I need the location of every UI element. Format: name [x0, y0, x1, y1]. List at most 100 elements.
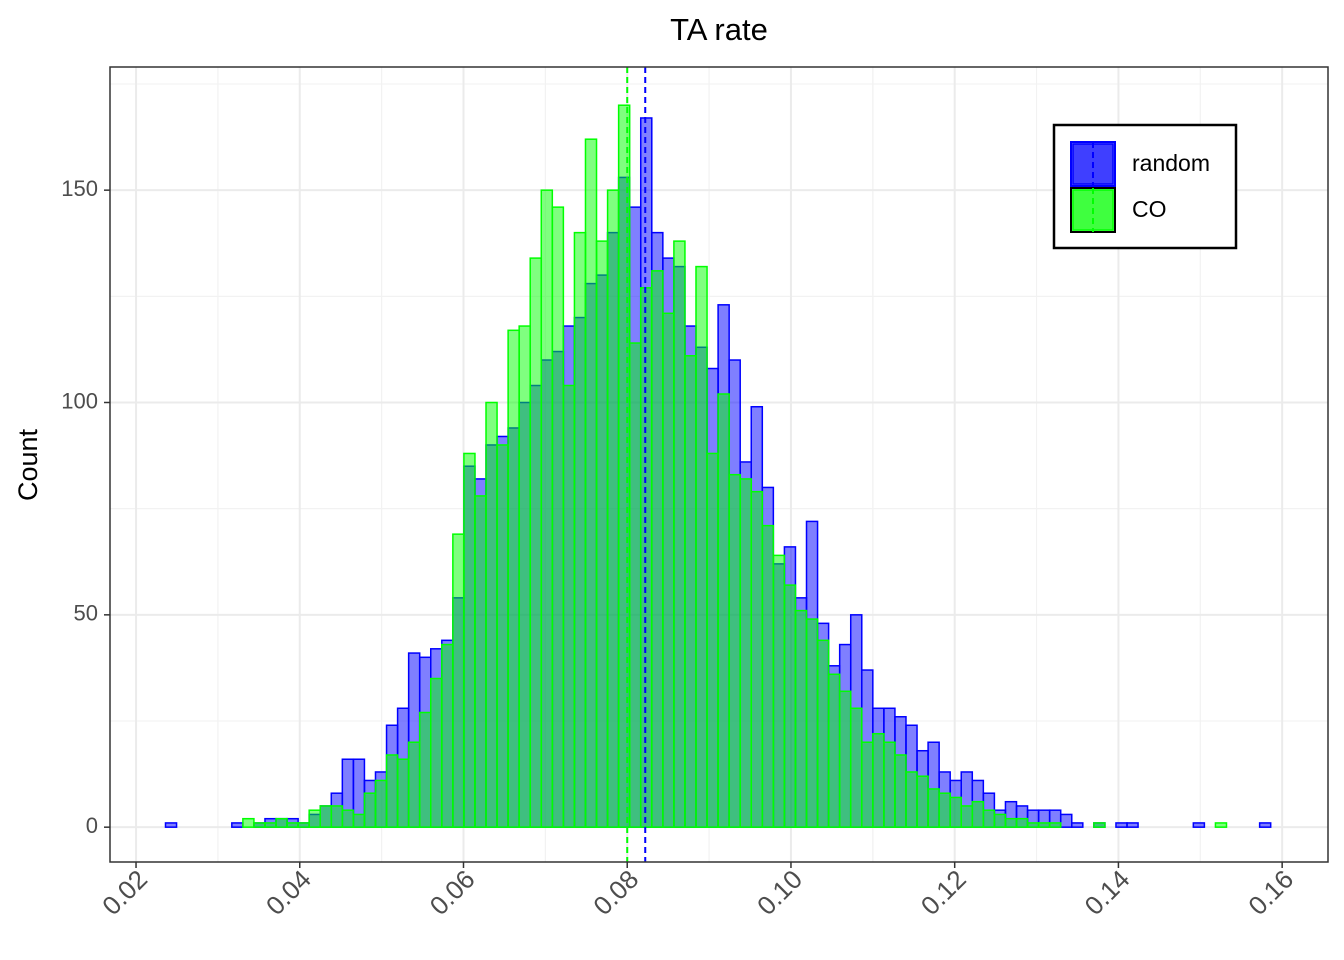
- histogram-bar: [430, 677, 443, 828]
- histogram-bar: [794, 609, 808, 828]
- histogram-bar: [1037, 822, 1051, 828]
- x-tick-label: 0.02: [96, 864, 153, 921]
- histogram-bar: [385, 754, 399, 828]
- histogram-bar: [960, 805, 974, 828]
- histogram-bar: [1059, 813, 1073, 828]
- x-tick-label: 0.06: [424, 864, 481, 921]
- histogram-bar: [872, 732, 885, 828]
- histogram-bar: [1214, 822, 1228, 828]
- histogram-bar: [883, 741, 896, 828]
- histogram-bar: [1093, 822, 1106, 828]
- histogram-bar: [1004, 817, 1018, 828]
- histogram-bar: [485, 401, 498, 828]
- x-tick-label: 0.04: [260, 864, 317, 921]
- legend-label: random: [1132, 150, 1210, 176]
- y-tick-label: 0: [86, 813, 98, 838]
- histogram-bar: [1071, 822, 1084, 828]
- histogram-bar: [651, 270, 664, 828]
- histogram-bar: [374, 779, 388, 828]
- histogram-bar: [662, 312, 675, 828]
- histogram-bar: [816, 639, 830, 828]
- histogram-bar: [1258, 822, 1272, 828]
- x-tick-label: 0.08: [587, 864, 644, 921]
- histogram-bar: [551, 206, 565, 828]
- histogram-bar: [684, 355, 697, 828]
- histogram-bar: [518, 325, 531, 828]
- y-axis-label: Count: [13, 428, 43, 501]
- histogram-bar: [761, 524, 775, 828]
- histogram-bar: [949, 796, 962, 828]
- histogram-bar: [628, 342, 642, 828]
- histogram-bar: [861, 741, 874, 828]
- histogram-bar: [894, 754, 907, 828]
- legend-label: CO: [1132, 196, 1167, 222]
- histogram-bar: [772, 554, 786, 828]
- x-tick-label: 0.16: [1242, 864, 1299, 921]
- histogram-bar: [717, 393, 730, 828]
- histogram-bar: [407, 741, 421, 828]
- histogram-bar: [838, 690, 852, 828]
- histogram-bar: [363, 792, 377, 828]
- histogram-bar: [971, 800, 985, 828]
- histogram-bar: [805, 618, 819, 828]
- histogram-bar: [562, 384, 576, 828]
- y-tick-label: 50: [74, 601, 98, 626]
- histogram-bar: [783, 584, 797, 828]
- histogram-bar: [739, 478, 753, 828]
- plot-border: [109, 66, 1329, 863]
- histogram-bar: [507, 329, 520, 828]
- histogram-bar: [1026, 822, 1040, 828]
- histogram-bar: [673, 240, 686, 828]
- histogram-bar: [540, 189, 554, 828]
- y-tick-label: 150: [61, 176, 98, 201]
- histogram-bar: [827, 673, 841, 828]
- histogram-bar: [441, 643, 454, 828]
- histogram-bar: [584, 138, 598, 828]
- histogram-bar: [231, 822, 244, 828]
- histogram-bar: [297, 822, 310, 828]
- histogram-bar: [496, 444, 509, 828]
- y-tick-label: 100: [61, 388, 98, 413]
- histogram-bar: [1048, 822, 1062, 828]
- histogram-bar: [993, 813, 1007, 828]
- histogram-bar: [242, 817, 255, 828]
- histogram-bar: [308, 809, 321, 828]
- histogram-bar: [1192, 822, 1206, 828]
- histogram-bar: [286, 822, 299, 828]
- histogram-bar: [463, 452, 476, 828]
- histogram-bar: [982, 809, 996, 828]
- histogram-bar: [352, 813, 366, 828]
- histogram-bar: [695, 265, 708, 828]
- histogram-bar: [452, 533, 465, 828]
- histogram-bar: [927, 788, 940, 828]
- x-tick-label: 0.10: [751, 864, 808, 921]
- histogram-bar: [341, 809, 355, 828]
- x-tick-label: 0.12: [915, 864, 972, 921]
- histogram-bar: [396, 758, 410, 828]
- x-tick-label: 0.14: [1079, 864, 1136, 921]
- histogram-bar: [706, 452, 719, 828]
- histogram-bar: [1126, 822, 1139, 828]
- histogram-bar: [905, 771, 918, 828]
- histogram-bar: [474, 495, 487, 828]
- histogram-bar: [750, 490, 764, 828]
- histogram-bar: [595, 240, 609, 828]
- histogram-bar: [639, 287, 653, 828]
- histogram-bar: [264, 822, 277, 828]
- histogram-bar: [916, 775, 929, 828]
- histogram-bar: [275, 817, 288, 828]
- histogram-bar: [164, 822, 178, 828]
- histogram-bar: [573, 231, 587, 828]
- histogram-bar: [253, 822, 266, 828]
- histogram-bar: [330, 805, 344, 828]
- histogram-bar: [849, 707, 863, 828]
- histogram-bar: [606, 189, 620, 828]
- chart-title: TA rate: [670, 12, 768, 47]
- histogram-bar: [728, 473, 741, 828]
- histogram-bar: [319, 805, 333, 828]
- histogram-bar: [529, 257, 543, 828]
- histogram-bar: [1015, 817, 1029, 828]
- histogram-bar: [1115, 822, 1128, 828]
- histogram-bar: [938, 792, 951, 828]
